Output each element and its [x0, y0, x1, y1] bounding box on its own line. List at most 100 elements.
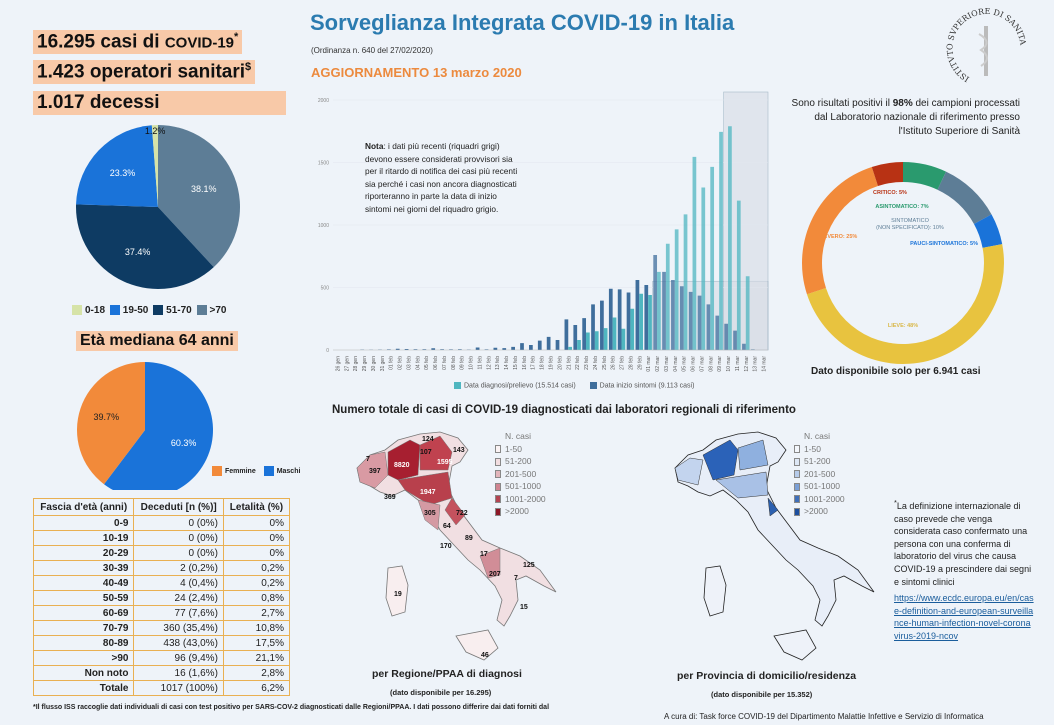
region-value-puglia: 125: [523, 562, 535, 569]
legend-label: 19-50: [122, 305, 149, 316]
legend-label: 501-1000: [804, 481, 840, 491]
legend-label: 1001-2000: [804, 493, 845, 504]
deaths-cell: 24 (2,4%): [133, 590, 224, 606]
col-header: Fascia d'età (anni): [32, 498, 135, 516]
bar: [710, 166, 715, 350]
x-tick-label: 03 mar: [664, 356, 670, 372]
deaths-cell: 0 (0%): [133, 530, 224, 546]
bar: [750, 349, 755, 350]
pie-slice: [151, 125, 158, 207]
bar: [594, 331, 599, 350]
bar: [431, 348, 436, 350]
bar: [697, 295, 702, 350]
x-tick-label: 31 gen: [380, 356, 386, 372]
region-value-marche: 722: [456, 510, 468, 517]
legend-swatch: [495, 507, 501, 516]
bar: [511, 346, 515, 350]
left-pies: 38.1% 37.4% 23.3% 1.2% 60.3% 39.7%: [75, 125, 240, 490]
x-tick-label: 08 feb: [451, 356, 457, 370]
bar: [683, 214, 688, 350]
map-title: Numero totale di casi di COVID-19 diagno…: [332, 404, 796, 416]
region-value-abruzzo: 89: [465, 535, 473, 542]
bar: [413, 349, 418, 350]
bar: [630, 308, 635, 350]
legend-title: N. casi: [505, 431, 531, 441]
x-tick-label: 05 feb: [424, 356, 430, 370]
region-value-emilia: 1947: [420, 489, 436, 496]
deaths-cell: 96 (9,4%): [133, 650, 224, 666]
col-header: Deceduti [n (%)]: [133, 498, 224, 516]
x-tick-label: 30 gen: [371, 356, 377, 372]
pie-slice: [76, 362, 145, 485]
region-value-calabria: 15: [520, 604, 528, 611]
bar: [706, 304, 711, 350]
bar: [493, 347, 498, 350]
bar: [457, 349, 462, 350]
segment-label: ASINTOMATICO: 7%: [875, 204, 928, 210]
table-row: 0-9 0 (0%) 0%: [32, 515, 291, 531]
x-tick-label: 20 feb: [557, 356, 563, 370]
age-cell: 60-69: [32, 605, 135, 621]
legend-swatch: [495, 470, 501, 479]
note-bold: Nota: [365, 141, 384, 151]
donut-segment: [802, 166, 878, 295]
lethality-cell: 0,2%: [222, 575, 291, 591]
age-cell: 0-9: [32, 515, 135, 531]
segment-label: CRITICO: 5%: [873, 190, 907, 196]
lethality-cell: 0,2%: [222, 560, 291, 576]
bar: [665, 243, 670, 350]
lab-positive-text: Sono risultati positivi il 98% dei campi…: [780, 97, 1020, 139]
bar: [674, 229, 679, 350]
x-tick-label: 13 mar: [753, 356, 759, 372]
legend-label: Data inizio sintomi (9.113 casi): [599, 382, 695, 390]
age-pie-legend: 0-18 19-50 51-70 >70: [66, 305, 226, 316]
bar: [568, 346, 572, 350]
lethality-cell: 0%: [222, 530, 291, 546]
x-tick-label: 01 feb: [389, 356, 395, 370]
table-row: 70-79 360 (35,4%) 10,8%: [32, 620, 291, 636]
legend-label: 501-1000: [505, 481, 541, 491]
region-value-piemonte: 397: [369, 468, 381, 475]
bar: [484, 349, 489, 350]
bar: [692, 156, 697, 350]
bar: [600, 300, 604, 350]
cases-by-date-bar-chart: 0 500 1000 1500 2000 26 gen 27 gen 28 gen 29 gen…: [318, 91, 769, 372]
lethality-cell: 0%: [222, 515, 291, 531]
deaths-cell: 1017 (100%): [133, 680, 224, 696]
legend-swatch: [794, 482, 800, 491]
bar: [621, 328, 626, 350]
legend-label: 1001-2000: [505, 493, 546, 504]
deaths-cell: 4 (0,4%): [133, 575, 224, 591]
table-row: 30-39 2 (0,2%) 0,2%: [32, 560, 291, 576]
segment-label: SINTOMATICO (NON SPECIFICATO): 10%: [876, 218, 944, 231]
segment-label: LIEVE: 48%: [888, 323, 918, 329]
x-tick-label: 27 feb: [620, 356, 626, 370]
bar: [635, 280, 640, 350]
bar: [657, 271, 661, 350]
pie-slice: [76, 125, 158, 207]
legend-swatch: [794, 470, 800, 479]
x-tick-label: 16 feb: [522, 356, 528, 370]
table-row: 80-89 438 (43,0%) 17,5%: [32, 635, 291, 651]
legend-swatch: [794, 445, 800, 454]
ordinance: (Ordinanza n. 640 del 27/02/2020): [311, 46, 433, 55]
ecdc-link[interactable]: https://www.ecdc.europa.eu/en/case-defin…: [894, 593, 1034, 641]
table-row: Totale 1017 (100%) 6,2%: [32, 680, 291, 696]
bar: [648, 295, 652, 350]
x-tick-label: 28 feb: [628, 356, 634, 370]
x-tick-label: 26 feb: [611, 356, 617, 370]
page-title: Sorveglianza Integrata COVID-19 in Itali…: [310, 10, 735, 35]
segment-label: PAUCI-SINTOMATICO: 5%: [910, 241, 978, 247]
footer-credits: A cura di: Task force COVID-19 del Dipar…: [664, 712, 984, 721]
table-row: 40-49 4 (0,4%) 0,2%: [32, 575, 291, 591]
x-tick-label: 02 feb: [398, 356, 404, 370]
age-cell: 50-59: [32, 590, 135, 606]
region-value-trento: 107: [420, 449, 432, 456]
bar: [626, 292, 631, 350]
age-cell: 30-39: [32, 560, 135, 576]
slice-label: 60.3%: [171, 438, 197, 448]
legend-swatch: [589, 382, 597, 389]
deaths-cell: 77 (7,6%): [133, 605, 224, 621]
region-value-friuli: 143: [453, 447, 465, 454]
bar: [608, 288, 613, 350]
